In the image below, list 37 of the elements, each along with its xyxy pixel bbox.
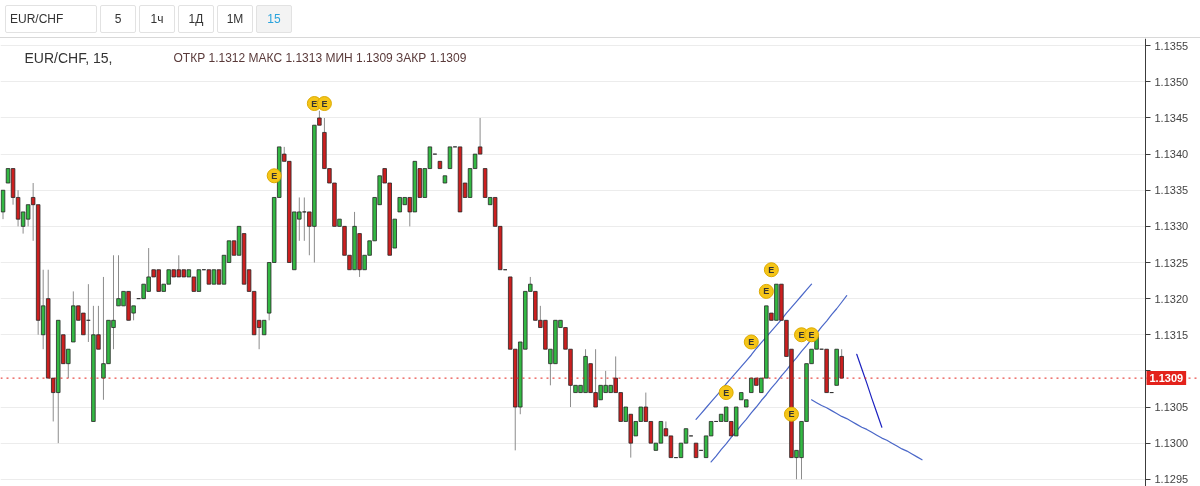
series-label: E — [798, 329, 805, 340]
line-series — [856, 353, 883, 428]
text: ОТКР 1.1312 МАКС 1.1313 МИН 1.1309 ЗАКР 1.1309 — [173, 50, 467, 65]
line-series — [695, 283, 813, 420]
y-tick-label: 1.1300 — [1154, 437, 1189, 450]
y-tick-label: 1.1315 — [1154, 328, 1189, 341]
text: E — [321, 98, 328, 109]
candlestick — [0, 189, 6, 220]
text: 15 — [256, 4, 292, 33]
text: E — [748, 336, 755, 347]
ref-line-label: 1.1309 — [1149, 372, 1184, 385]
y-tick-label: 1.1295 — [1154, 473, 1189, 486]
y-tick-label: 1.1325 — [1154, 256, 1189, 269]
line-series — [710, 295, 848, 463]
y-tick-label: 1.1350 — [1154, 75, 1189, 88]
text: E — [763, 286, 770, 297]
text: E — [271, 170, 278, 181]
text: 1Д — [178, 4, 214, 33]
y-tick-label: 1.1340 — [1154, 148, 1189, 161]
line-series — [810, 399, 923, 461]
text: 1ч — [139, 4, 175, 33]
candlestick — [447, 146, 453, 169]
text: E — [311, 98, 318, 109]
text: E — [723, 387, 730, 398]
text: 5 — [100, 4, 136, 33]
y-tick-label: 1.1305 — [1154, 401, 1189, 414]
text: 1М — [217, 4, 253, 33]
text: E — [768, 264, 775, 275]
y-tick-label: 1.1335 — [1154, 184, 1189, 197]
y-tick-label: 1.1320 — [1154, 292, 1189, 305]
text: E — [808, 329, 815, 340]
y-tick-label: 1.1330 — [1154, 220, 1189, 233]
text: EUR/CHF, 15, — [24, 49, 113, 66]
text: E — [788, 409, 795, 420]
y-tick-label: 1.1345 — [1154, 111, 1189, 124]
text: EUR/CHF — [5, 4, 97, 33]
y-tick-label: 1.1355 — [1154, 39, 1189, 52]
